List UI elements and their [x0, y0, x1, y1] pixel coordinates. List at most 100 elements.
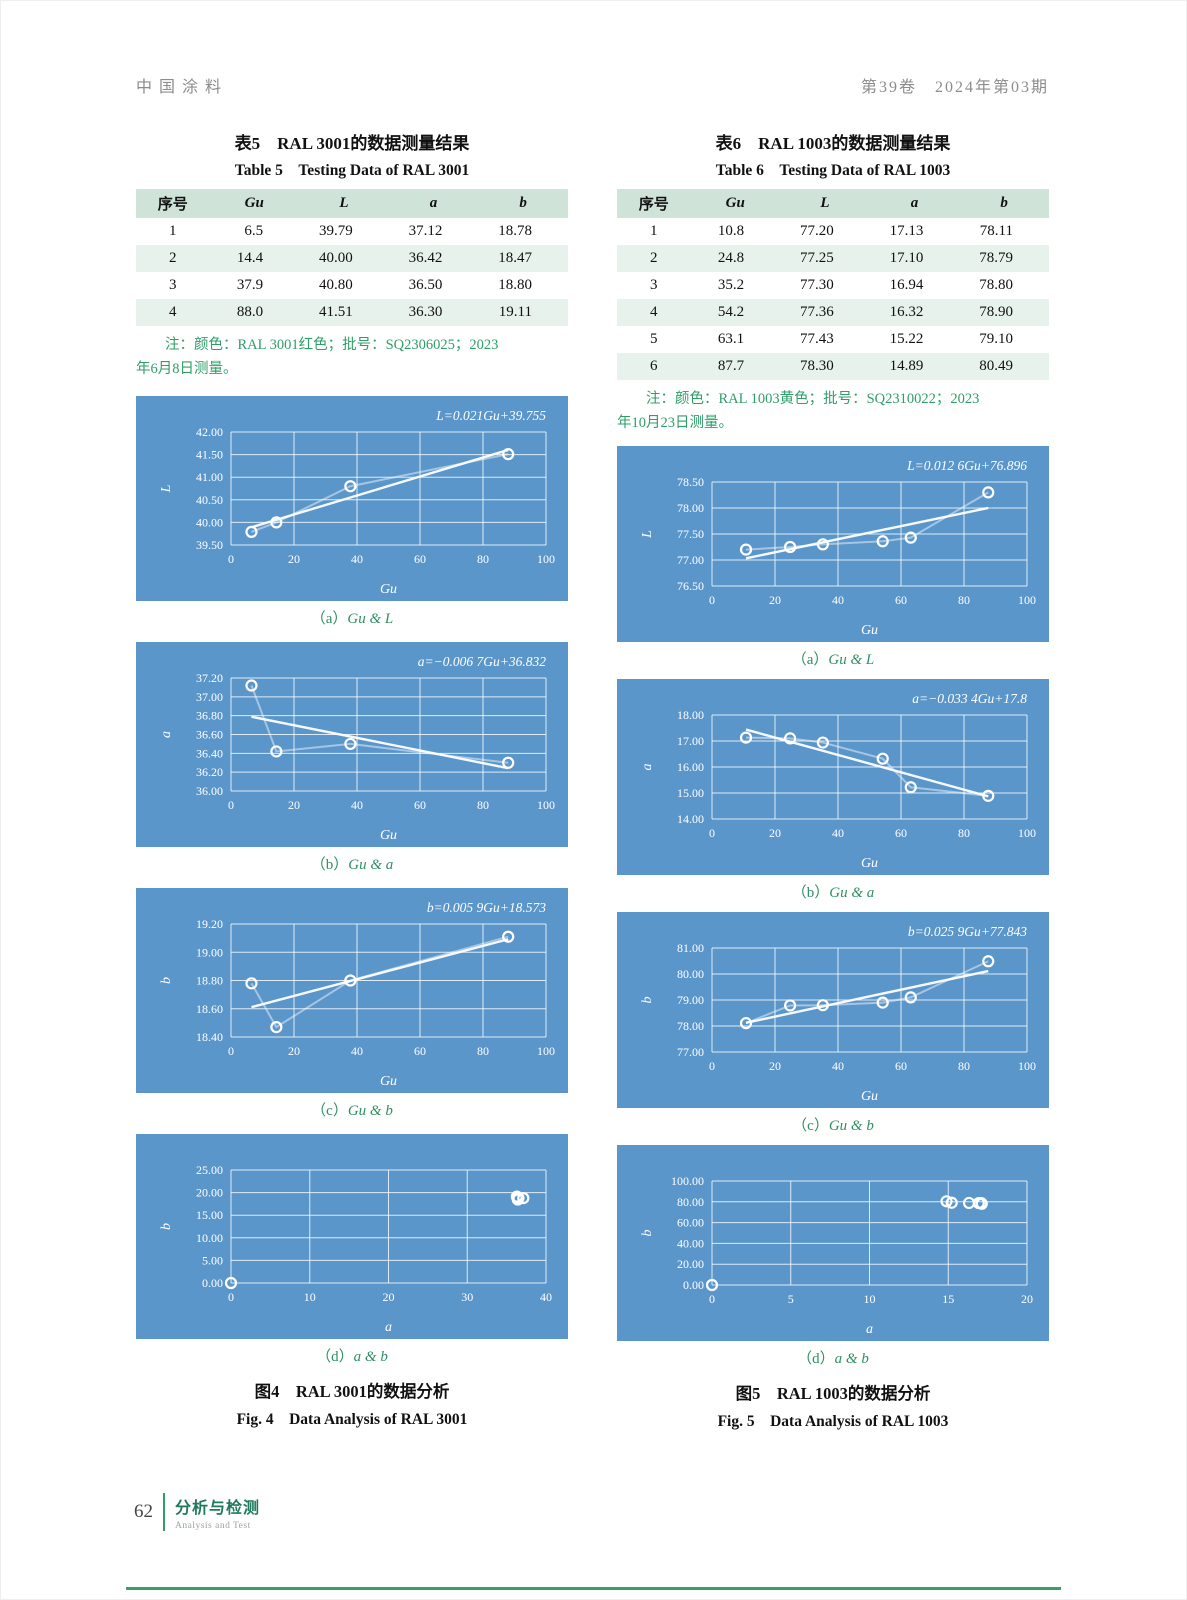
figure5-panel-c: 77.00 78.00 79.00 80.00 81.00 0 20 40 60 80 100 b=0… — [617, 911, 1049, 1135]
x-tick-label: 0 — [228, 1290, 234, 1304]
table-row: 4 54.2 77.36 16.32 78.90 — [617, 299, 1049, 326]
data-point-marker — [270, 516, 283, 529]
x-axis-label: Gu — [861, 856, 878, 871]
x-tick-label: 40 — [351, 798, 363, 812]
y-tick-label: 17.00 — [677, 734, 704, 748]
x-tick-label: 80 — [958, 826, 970, 840]
table-cell: 63.1 — [717, 331, 745, 347]
data-point-marker — [224, 1276, 238, 1289]
data-polyline — [251, 453, 509, 533]
chart-svg: 0.00 5.00 10.00 15.00 20.00 25.00 0 10 20 30 40 a b — [159, 1163, 552, 1335]
table-cell: 37.9 — [236, 277, 264, 293]
column-header: 序号 — [617, 189, 691, 218]
chart-svg: 36.00 36.20 36.40 36.60 36.80 37.00 37.20 0 20 40… — [159, 654, 555, 843]
chart-fig4b-gu-a: 36.00 36.20 36.40 36.60 36.80 37.00 37.20 0 20 40… — [136, 641, 568, 847]
y-tick-label: 78.50 — [677, 475, 704, 489]
x-tick-label: 60 — [895, 826, 907, 840]
data-point-marker — [904, 531, 917, 544]
note-line: 注：颜色：RAL 3001红色；批号：SQ2306025；2023 — [165, 337, 499, 353]
caption-prefix: （b） — [310, 856, 349, 873]
y-tick-label: 0.00 — [683, 1278, 704, 1292]
trend-line — [251, 937, 509, 1009]
x-tick-label: 20 — [288, 1044, 300, 1058]
note-line: 年10月23日测量。 — [617, 414, 733, 431]
x-axis-label: Gu — [380, 1074, 397, 1089]
caption-label: Gu & L — [828, 651, 875, 668]
figure4-panel-c: 18.40 18.60 18.80 19.00 19.20 0 20 40 60 80 100 b=0… — [136, 887, 568, 1120]
left-column: 表5 RAL 3001的数据测量结果 Table 5 Testing Data … — [136, 129, 568, 1431]
data-point-marker — [344, 974, 357, 987]
column-header: b — [478, 189, 568, 218]
equation-label: a=−0.033 4Gu+17.8 — [912, 691, 1027, 706]
y-tick-label: 0.00 — [202, 1276, 223, 1290]
x-tick-label: 40 — [540, 1290, 552, 1304]
figure5-caption-en: Fig. 5 Data Analysis of RAL 1003 — [717, 1412, 949, 1430]
x-tick-label: 20 — [288, 798, 300, 812]
y-tick-label: 10.00 — [196, 1231, 223, 1245]
caption-prefix: （d） — [797, 1350, 835, 1367]
x-tick-label: 100 — [537, 798, 555, 812]
data-polyline — [745, 960, 989, 1024]
y-tick-label: 36.80 — [196, 709, 223, 723]
y-tick-label: 77.50 — [677, 527, 704, 541]
table-cell: 41.51 — [318, 304, 353, 320]
y-tick-label: 20.00 — [677, 1257, 704, 1271]
figure5-caption-cn: 图5 RAL 1003的数据分析 — [735, 1383, 931, 1403]
table-cell: 18.80 — [498, 277, 532, 293]
table5-title-cn: 表5 RAL 3001的数据测量结果 — [234, 134, 470, 153]
caption-label: Gu & b — [347, 1102, 393, 1119]
table-cell: 17.10 — [889, 250, 924, 266]
data-point-marker — [517, 1191, 530, 1205]
y-tick-label: 16.00 — [677, 760, 704, 774]
y-axis-label: L — [159, 484, 174, 493]
column-header: L — [780, 189, 870, 218]
table-cell: 78.30 — [799, 358, 834, 374]
chart-caption: （a）Gu & L — [136, 607, 568, 628]
x-tick-label: 80 — [958, 593, 970, 607]
table-cell: 54.2 — [717, 304, 745, 320]
column-header: a — [869, 189, 960, 218]
trend-line — [745, 969, 989, 1024]
figure4-panel-b: 36.00 36.20 36.40 36.60 36.80 37.00 37.20 0 20 40… — [136, 641, 568, 874]
data-point-marker — [876, 535, 889, 548]
y-tick-label: 15.00 — [196, 1208, 223, 1222]
data-point-marker — [904, 991, 917, 1004]
y-tick-label: 78.00 — [677, 501, 704, 515]
figure4-caption-en: Fig. 4 Data Analysis of RAL 3001 — [236, 1410, 468, 1428]
table-row: 2 14.4 40.00 36.42 18.47 — [136, 245, 568, 272]
x-tick-label: 0 — [228, 552, 234, 566]
caption-prefix: （b） — [791, 884, 830, 901]
table-row: 1 6.5 39.79 37.12 18.78 — [136, 218, 568, 245]
caption-prefix: （c） — [311, 1102, 348, 1119]
y-tick-label: 14.00 — [677, 812, 704, 826]
chart-caption: （a）Gu & L — [617, 648, 1049, 669]
table5-note: 注：颜色：RAL 3001红色；批号：SQ2306025；2023 年6月8日测… — [136, 334, 568, 382]
data-point-marker — [945, 1196, 958, 1209]
trend-line — [745, 728, 989, 798]
table-cell: 78.11 — [979, 223, 1013, 239]
chart-fig5a-gu-l: 76.50 77.00 77.50 78.00 78.50 0 20 40 60 80 100 L=0… — [617, 445, 1049, 642]
caption-prefix: （a） — [791, 651, 829, 668]
trend-line — [251, 715, 509, 770]
table6-note: 注：颜色：RAL 1003黄色；批号：SQ2310022；2023 年10月23… — [617, 388, 1049, 436]
y-tick-label: 18.80 — [196, 973, 223, 987]
table-cell: 40.80 — [318, 277, 353, 293]
trend-line — [251, 448, 509, 529]
table-cell: 16.94 — [889, 277, 924, 293]
x-tick-label: 100 — [1018, 826, 1036, 840]
y-tick-label: 36.60 — [196, 727, 223, 741]
x-tick-label: 80 — [958, 1059, 970, 1073]
y-tick-label: 25.00 — [196, 1163, 223, 1177]
equation-label: b=0.025 9Gu+77.843 — [908, 924, 1027, 939]
footer-section-cn: 分析与检测 — [175, 1499, 261, 1517]
y-tick-label: 19.20 — [196, 917, 223, 931]
bottom-rule — [126, 1587, 1061, 1590]
page-header: 中国涂料 第39卷 2024年第03期 — [136, 73, 1049, 97]
data-point-marker — [270, 1020, 283, 1034]
table-cell: 17.13 — [889, 223, 924, 239]
figure4-panel-d: 0.00 5.00 10.00 15.00 20.00 25.00 0 10 20 30 40 a b … — [136, 1133, 568, 1366]
data-point-marker — [784, 732, 797, 745]
